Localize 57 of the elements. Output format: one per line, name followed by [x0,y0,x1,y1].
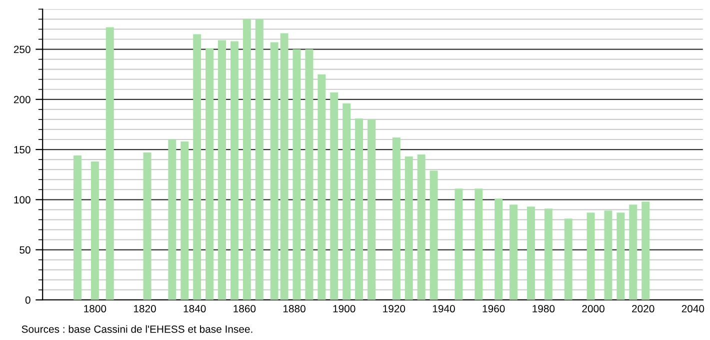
bar [544,208,552,300]
bar [564,218,572,300]
bar [586,212,595,300]
x-tick-label: 1920 [383,305,406,312]
y-tick-label: 250 [14,46,30,54]
bar [454,188,463,300]
x-tick-label: 2040 [682,305,704,312]
bar [218,40,226,300]
bar [255,19,264,300]
bar [206,48,214,300]
x-tick-label: 1880 [283,305,306,312]
bar [106,27,114,300]
bar [616,212,625,300]
bar [430,170,438,300]
y-tick-label: 150 [14,146,30,154]
bar [168,139,176,300]
bar [230,41,238,300]
bar [305,49,314,300]
y-tick-label: 200 [14,96,30,104]
bar [417,154,426,300]
x-tick-label: 1840 [184,305,206,312]
bar [280,33,288,300]
bar [629,204,638,300]
bar [180,142,189,300]
bar [368,119,376,300]
y-tick-label: 0 [25,296,30,304]
bar [494,198,503,300]
bar [330,92,338,300]
x-tick-label: 2000 [582,305,604,312]
bar [73,156,82,300]
x-tick-label: 1980 [532,305,555,312]
x-tick-label: 1860 [234,305,256,312]
bar [604,210,612,300]
x-tick-label: 2020 [632,305,654,312]
bar [392,137,400,300]
bar [642,202,650,300]
y-tick-label: 100 [14,196,30,204]
bar [526,206,535,300]
y-tick-label: 50 [20,246,30,254]
bar [90,162,99,300]
x-tick-label: 1900 [333,305,356,312]
bar [318,74,326,300]
bar [143,152,152,300]
bar [404,156,413,300]
bar [510,204,518,300]
bar [242,19,251,300]
bar [474,188,483,300]
bar [355,118,364,300]
x-tick-label: 1820 [134,305,156,312]
bar [292,49,301,300]
bar [270,42,278,300]
x-tick-label: 1940 [432,305,455,312]
bar [193,34,202,300]
source-note: Sources : base Cassini de l'EHESS et base Insee. [22,325,252,333]
x-tick-label: 1800 [84,305,106,312]
bar [342,103,351,300]
x-tick-label: 1960 [482,305,505,312]
